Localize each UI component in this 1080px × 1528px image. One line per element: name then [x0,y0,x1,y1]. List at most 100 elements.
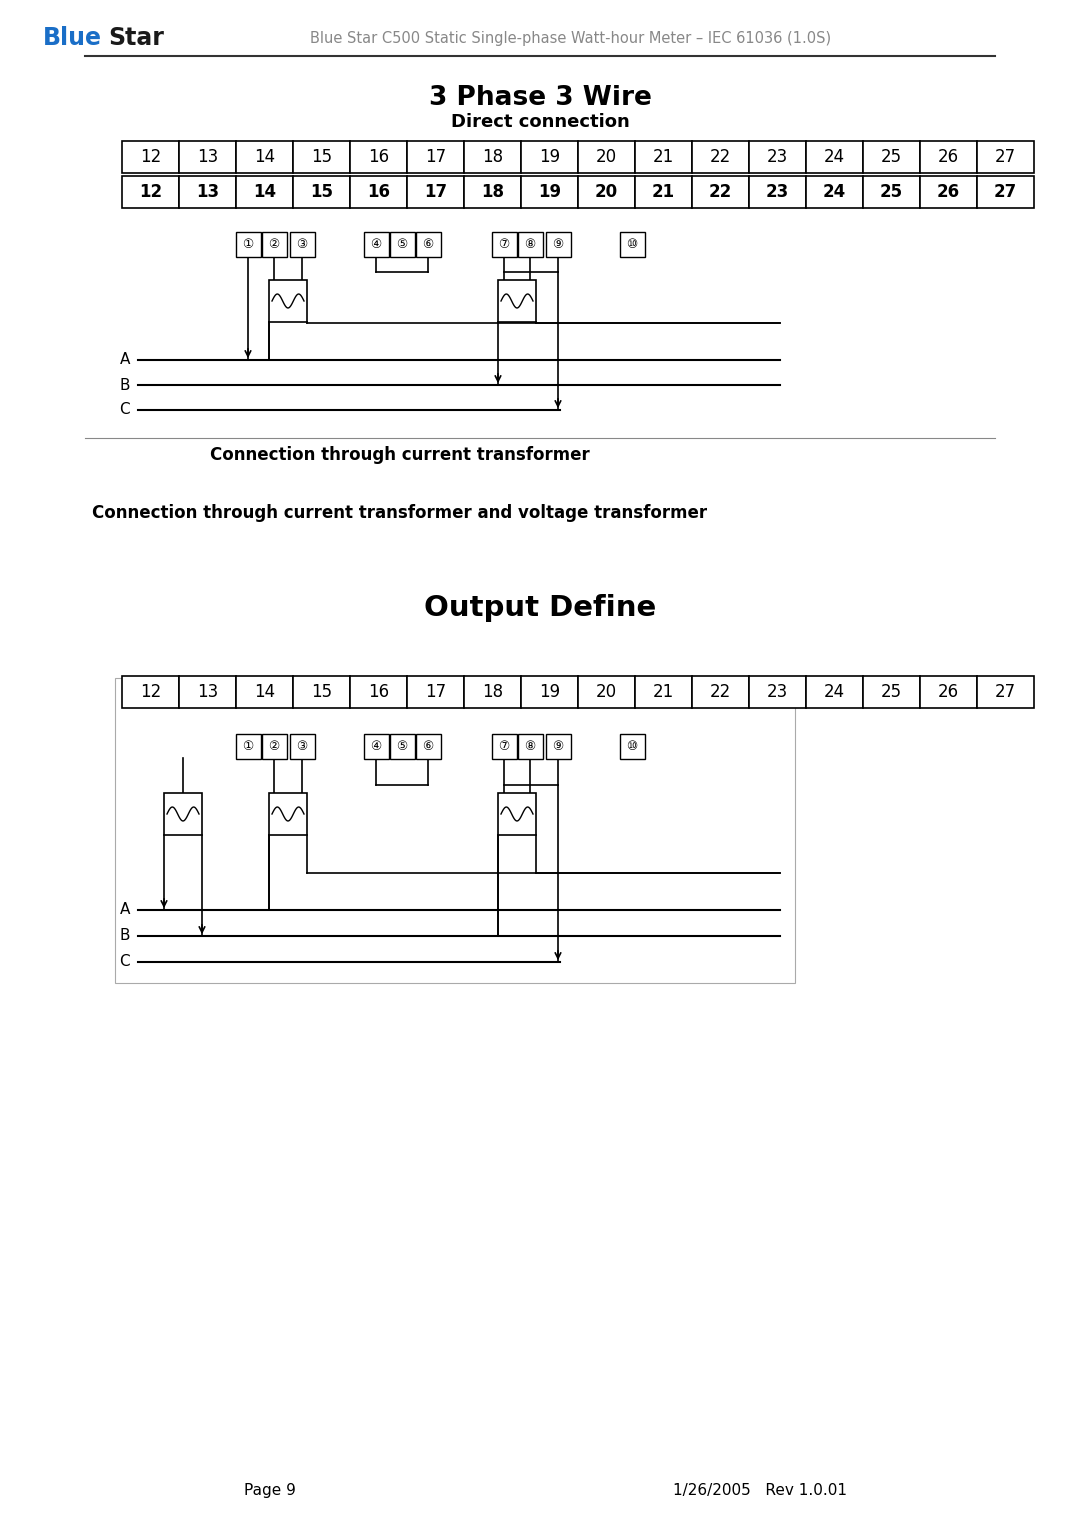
Bar [237,675,293,707]
Bar [293,675,350,707]
FancyBboxPatch shape [390,733,415,758]
Text: ⑩: ⑩ [626,237,637,251]
Text: 19: 19 [539,148,561,167]
Text: 14: 14 [254,148,275,167]
Text: 13: 13 [197,148,218,167]
FancyBboxPatch shape [364,232,389,257]
Text: ⑥: ⑥ [422,237,434,251]
FancyBboxPatch shape [517,232,542,257]
Bar [114,678,795,983]
Text: ④: ④ [370,740,381,752]
Bar [863,141,920,173]
Text: ①: ① [242,237,254,251]
Bar [521,176,578,208]
Text: ④: ④ [370,237,381,251]
Bar [350,176,407,208]
Text: 12: 12 [140,148,161,167]
Text: 23: 23 [767,683,788,701]
Text: 20: 20 [596,683,617,701]
Text: ⑦: ⑦ [498,237,510,251]
Text: 18: 18 [481,183,504,202]
Text: 17: 17 [424,683,446,701]
Bar [578,176,635,208]
Text: 17: 17 [424,148,446,167]
Bar [237,141,293,173]
Bar [350,141,407,173]
Text: Output Define: Output Define [423,594,657,622]
Text: A: A [120,353,130,368]
FancyBboxPatch shape [620,733,645,758]
Text: 23: 23 [767,148,788,167]
Text: 24: 24 [824,148,845,167]
Text: 20: 20 [596,148,617,167]
Text: Star: Star [108,26,164,50]
Text: ②: ② [268,740,280,752]
Bar [863,675,920,707]
Text: 16: 16 [368,683,389,701]
Bar [920,675,977,707]
Text: 27: 27 [995,148,1016,167]
Text: ⑦: ⑦ [498,740,510,752]
FancyBboxPatch shape [545,232,570,257]
Text: ⑥: ⑥ [422,740,434,752]
Text: ⑨: ⑨ [552,740,564,752]
Bar [498,280,536,322]
Bar [578,675,635,707]
Text: 27: 27 [995,683,1016,701]
Text: 15: 15 [311,148,332,167]
Bar [521,141,578,173]
Bar [635,176,692,208]
FancyBboxPatch shape [491,232,516,257]
Text: 14: 14 [254,683,275,701]
Text: Blue: Blue [43,26,102,50]
FancyBboxPatch shape [390,232,415,257]
Bar [521,675,578,707]
Text: 21: 21 [652,183,675,202]
Text: 22: 22 [708,183,732,202]
Bar [122,675,179,707]
Bar [750,176,806,208]
Bar [977,675,1034,707]
Text: ⑤: ⑤ [396,237,407,251]
Bar [498,793,536,834]
Text: 12: 12 [140,683,161,701]
Text: 16: 16 [367,183,390,202]
Text: 12: 12 [139,183,162,202]
Bar [750,141,806,173]
Bar [635,141,692,173]
Text: ③: ③ [296,740,308,752]
Bar [806,675,863,707]
Bar [179,176,237,208]
Text: Page 9: Page 9 [244,1482,296,1497]
Text: ②: ② [268,237,280,251]
Bar [464,176,521,208]
Text: A: A [120,903,130,917]
Bar [806,141,863,173]
FancyBboxPatch shape [620,232,645,257]
Bar [237,176,293,208]
Text: Direct connection: Direct connection [450,113,630,131]
Text: 3 Phase 3 Wire: 3 Phase 3 Wire [429,86,651,112]
Text: 20: 20 [595,183,618,202]
Bar [293,176,350,208]
Bar [635,675,692,707]
FancyBboxPatch shape [261,232,286,257]
FancyBboxPatch shape [517,733,542,758]
Text: 24: 24 [823,183,846,202]
Text: ⑩: ⑩ [626,740,637,752]
Text: 26: 26 [937,148,959,167]
FancyBboxPatch shape [289,232,314,257]
Bar [179,141,237,173]
Bar [407,675,464,707]
Bar [750,675,806,707]
Text: 26: 26 [937,183,960,202]
FancyBboxPatch shape [416,232,441,257]
FancyBboxPatch shape [416,733,441,758]
Text: 15: 15 [311,683,332,701]
Bar [692,141,750,173]
Text: 24: 24 [824,683,845,701]
Bar [977,176,1034,208]
FancyBboxPatch shape [364,733,389,758]
Text: 26: 26 [937,683,959,701]
Text: 18: 18 [482,683,503,701]
